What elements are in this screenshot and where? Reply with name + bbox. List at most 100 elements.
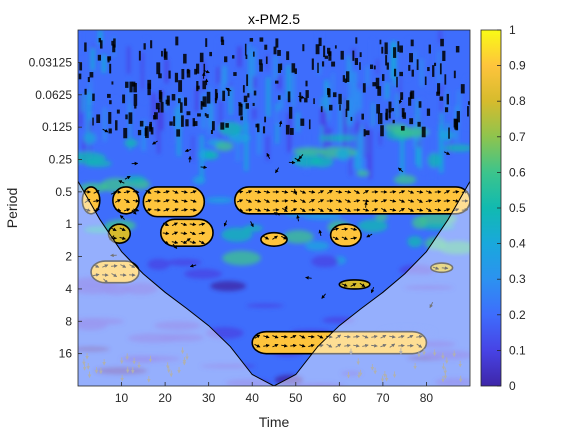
speckle-mark: [181, 115, 184, 127]
phase-arrow: [263, 208, 271, 212]
speckle-mark: [156, 62, 161, 75]
significant-region: [329, 223, 362, 247]
phase-arrow: [181, 199, 188, 203]
phase-arrow: [114, 199, 122, 203]
y-tick-label: 0.5: [55, 185, 72, 199]
speckle-mark: [385, 55, 388, 66]
phase-arrow: [180, 231, 188, 236]
phase-arrow: [350, 283, 357, 287]
texture-streak: [398, 76, 401, 114]
speckle-mark: [334, 45, 337, 49]
phase-arrow: [198, 231, 206, 236]
speckle-mark: [424, 76, 427, 86]
phase-arrow: [398, 199, 406, 203]
texture-streak: [219, 99, 222, 141]
phase-arrow: [380, 199, 388, 203]
speckle-mark: [440, 38, 444, 47]
speckle-mark: [78, 73, 82, 80]
speckle-mark: [397, 41, 400, 52]
texture-streak: [463, 80, 467, 127]
speckle-mark: [388, 110, 391, 119]
texture-streak: [103, 107, 107, 142]
phase-arrow: [452, 190, 460, 194]
speckle-mark: [202, 80, 207, 90]
speckle-mark: [381, 46, 384, 54]
phase-arrow: [327, 189, 333, 194]
speckle-mark: [109, 63, 112, 74]
texture-blob: [210, 281, 246, 292]
speckle-mark: [273, 46, 277, 55]
phase-arrow: [443, 208, 451, 212]
texture-streak: [201, 94, 206, 129]
texture-streak: [144, 38, 148, 73]
phase-arrow: [370, 286, 375, 294]
phase-arrow: [407, 335, 414, 339]
speckle-mark: [291, 63, 296, 73]
texture-blob: [438, 240, 470, 255]
phase-arrow: [200, 165, 208, 170]
speckle-mark: [259, 37, 264, 42]
phase-arrow: [317, 199, 325, 203]
speckle-mark: [331, 61, 336, 67]
phase-arrow: [110, 227, 117, 231]
phase-arrow: [162, 231, 170, 236]
speckle-mark: [455, 45, 460, 53]
texture-streak: [249, 51, 253, 94]
speckle-mark: [209, 51, 213, 57]
speckle-mark: [361, 113, 364, 120]
phase-arrow: [225, 87, 232, 92]
speckle-mark: [400, 92, 404, 100]
speckle-mark: [304, 97, 308, 103]
y-tick-label: 0.125: [42, 120, 72, 134]
phase-arrow: [131, 209, 137, 215]
speckle-mark: [275, 80, 279, 84]
speckle-mark: [163, 51, 168, 60]
texture-streak: [420, 98, 424, 127]
phase-arrow: [290, 343, 297, 348]
phase-arrow: [389, 208, 397, 212]
speckle-mark: [338, 93, 342, 105]
speckle-mark: [342, 75, 345, 82]
phase-arrow: [389, 343, 396, 348]
texture-streak: [320, 107, 325, 126]
speckle-mark: [147, 83, 151, 96]
phase-arrow: [416, 190, 424, 194]
texture-streak: [210, 102, 213, 128]
texture-streak: [237, 46, 242, 68]
phase-arrow: [407, 208, 414, 212]
significant-region: [260, 231, 288, 247]
speckle-mark: [265, 56, 268, 64]
phase-arrow: [416, 343, 423, 348]
phase-arrow: [189, 231, 197, 235]
speckle-mark: [408, 97, 412, 106]
phase-arrow: [254, 208, 262, 212]
phase-arrow: [293, 188, 298, 196]
texture-blob: [225, 379, 272, 386]
speckle-mark: [227, 88, 230, 97]
phase-arrow: [344, 199, 352, 203]
speckle-mark: [253, 90, 257, 96]
texture-streak: [379, 63, 383, 108]
texture-streak: [127, 46, 130, 74]
speckle-mark: [384, 42, 388, 55]
speckle-mark: [418, 101, 422, 108]
phase-arrow: [163, 199, 170, 203]
speckle-mark: [377, 112, 380, 125]
speckle-mark: [202, 96, 207, 107]
phase-arrow: [154, 190, 161, 194]
phase-arrow: [103, 278, 109, 284]
texture-streak: [439, 30, 442, 44]
speckle-mark: [196, 85, 200, 90]
speckle-mark: [238, 103, 243, 116]
texture-blob: [393, 174, 417, 185]
speckle-mark: [294, 68, 297, 74]
significant-region: [234, 186, 470, 215]
texture-streak: [440, 84, 443, 121]
phase-arrow: [102, 264, 109, 268]
phase-arrow: [172, 190, 179, 194]
phase-arrow: [432, 266, 440, 270]
phase-arrow: [344, 334, 351, 339]
phase-arrow: [335, 334, 342, 339]
speckle-mark: [200, 100, 203, 110]
